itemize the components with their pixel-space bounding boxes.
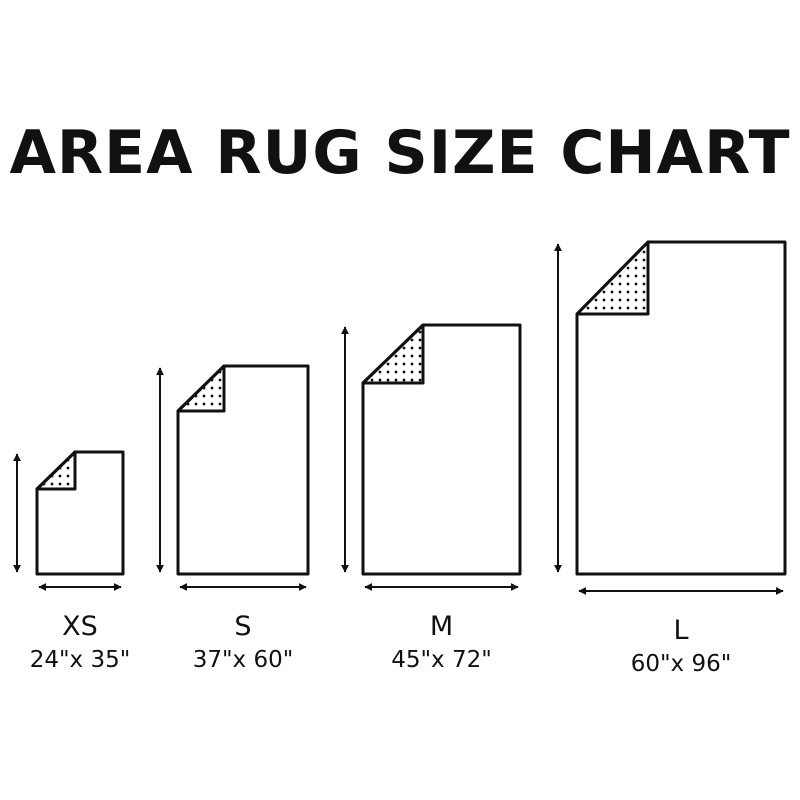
rug-folded-corner — [575, 240, 650, 316]
rug-folded-corner — [35, 450, 77, 491]
size-label: L — [673, 615, 689, 646]
chart-title: AREA RUG SIZE CHART — [9, 118, 791, 188]
size-dimensions: 60"x 96" — [630, 651, 732, 677]
rug-outline-xs — [35, 450, 125, 576]
rug-folded-corner — [361, 323, 425, 385]
size-dimensions: 37"x 60" — [192, 647, 294, 673]
size-label: S — [234, 611, 252, 642]
rug-folded-corner — [176, 364, 226, 413]
size-dimensions: 45"x 72" — [391, 647, 492, 673]
size-label: M — [429, 611, 454, 642]
size-label: XS — [62, 611, 98, 642]
size-dimensions: 24"x 35" — [29, 647, 131, 673]
